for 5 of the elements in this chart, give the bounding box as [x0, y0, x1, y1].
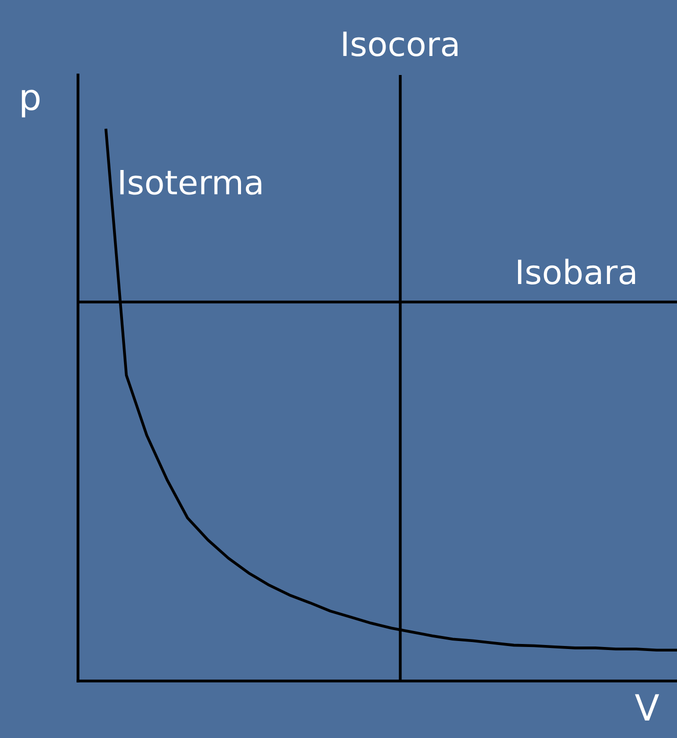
ref-line-label: Isobara: [518, 258, 636, 284]
series-label: Isoterma: [120, 170, 262, 195]
x-axis-title: V: [634, 694, 660, 721]
y-axis-title: p: [22, 90, 40, 118]
text: Isocora: [343, 32, 458, 56]
